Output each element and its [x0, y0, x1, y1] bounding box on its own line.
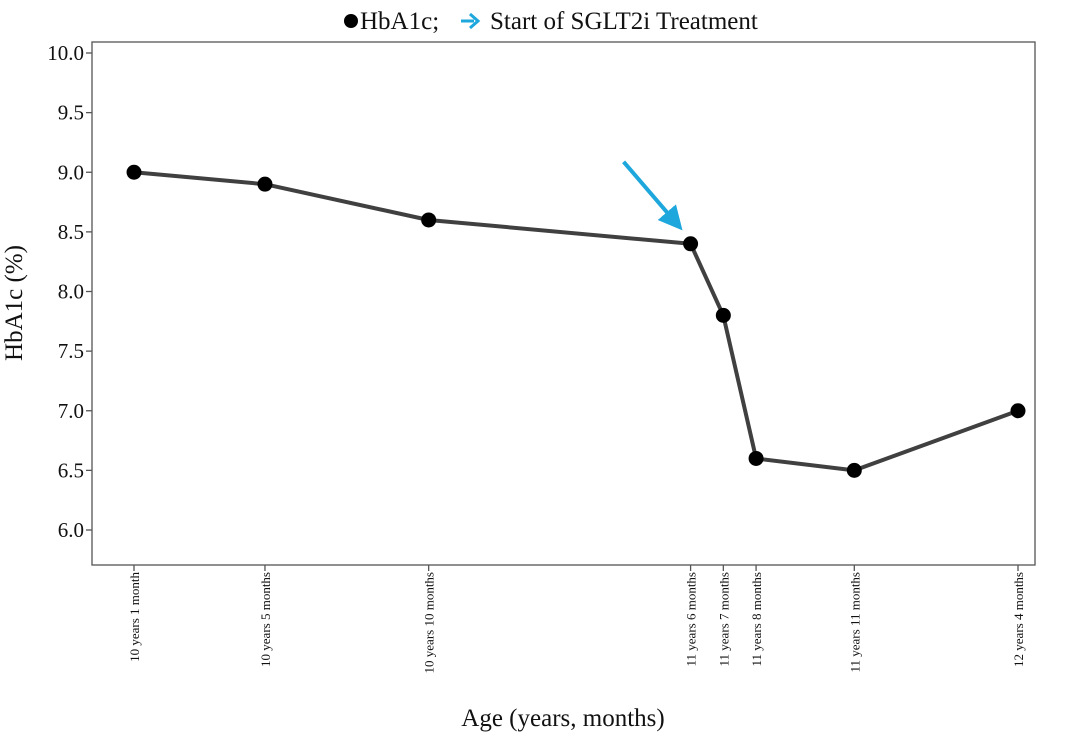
x-axis-title: Age (years, months)	[461, 705, 664, 732]
data-point	[683, 236, 699, 252]
y-axis-ticks: 6.0 6.5 7.0 7.5 8.0 8.5 9.0 9.5 10.0	[47, 41, 92, 542]
x-tick-label: 11 years 8 months	[749, 572, 764, 666]
data-point	[421, 212, 437, 228]
data-points	[126, 164, 1026, 478]
y-tick-label: 6.0	[58, 518, 84, 542]
data-point	[1010, 403, 1026, 419]
y-tick-label: 8.5	[58, 220, 84, 244]
series-line-hba1c	[133, 170, 1019, 473]
data-point	[846, 462, 862, 478]
y-tick-label: 7.5	[58, 339, 84, 363]
data-point	[257, 176, 273, 192]
x-tick-label: 11 years 11 months	[847, 572, 862, 673]
x-tick-label: 10 years 10 months	[422, 572, 437, 673]
x-tick-label: 10 years 1 month	[127, 572, 142, 662]
legend: HbA1c; Start of SGLT2i Treatment	[344, 8, 758, 35]
legend-series-label: HbA1c;	[360, 8, 439, 35]
x-tick-label: 12 years 4 months	[1011, 572, 1026, 667]
y-tick-label: 9.5	[58, 101, 84, 125]
plot-frame	[91, 41, 1036, 566]
y-tick-label: 8.0	[58, 280, 84, 304]
x-axis-ticks: 10 years 1 month 10 years 5 months 10 year…	[127, 565, 1026, 673]
data-point	[715, 307, 731, 323]
y-tick-label: 9.0	[58, 160, 84, 184]
x-tick-label: 11 years 7 months	[716, 572, 731, 666]
sglt2i-start-arrow-icon	[622, 160, 683, 231]
x-tick-label: 10 years 5 months	[258, 572, 273, 667]
y-tick-label: 6.5	[58, 458, 84, 482]
legend-arrow-label: Start of SGLT2i Treatment	[490, 8, 758, 35]
x-tick-label: 11 years 6 months	[684, 572, 699, 666]
legend-arrow-head-icon	[469, 12, 481, 30]
legend-marker-icon	[344, 14, 358, 28]
y-axis-title: HbA1c (%)	[1, 245, 28, 361]
data-point	[126, 164, 142, 180]
y-tick-label: 7.0	[58, 399, 84, 423]
data-point	[748, 450, 764, 466]
y-tick-label: 10.0	[47, 41, 84, 65]
